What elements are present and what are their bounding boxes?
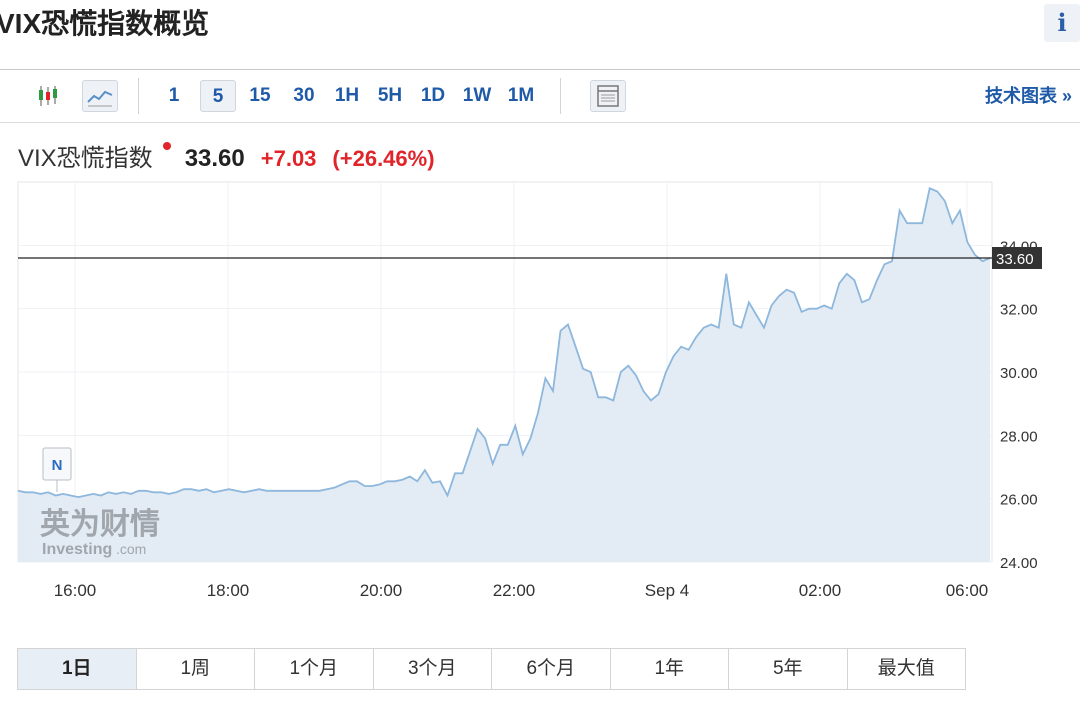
x-tick-label: Sep 4 — [645, 581, 689, 600]
timeframe-1w[interactable]: 1W — [462, 85, 492, 106]
timeframe-1d[interactable]: 1D — [420, 85, 446, 106]
range-max[interactable]: 最大值 — [846, 649, 966, 689]
timeframe-1m[interactable]: 1M — [507, 85, 535, 106]
last-price: 33.60 — [184, 145, 245, 172]
info-icon[interactable]: i — [1044, 4, 1080, 42]
line-chart-icon[interactable] — [82, 80, 118, 112]
y-tick-label: 32.00 — [1000, 302, 1038, 319]
range-3m[interactable]: 3个月 — [372, 649, 492, 689]
watermark-cn: 英为财情 — [40, 507, 160, 542]
candlestick-icon[interactable] — [30, 80, 66, 112]
price-change: +7.03 — [260, 146, 317, 171]
price-change-percent: (+26.46%) — [332, 146, 435, 171]
watermark-suffix: .com — [116, 541, 146, 557]
y-tick-label: 26.00 — [1000, 492, 1038, 509]
range-1d[interactable]: 1日 — [18, 649, 136, 689]
event-marker-icon — [42, 447, 72, 481]
y-tick-label: 30.00 — [1000, 365, 1038, 382]
timeframe-30[interactable]: 30 — [293, 85, 315, 106]
timeframe-5[interactable]: 5 — [200, 80, 236, 112]
live-indicator-icon — [162, 142, 171, 150]
x-tick-label: 02:00 — [799, 581, 842, 600]
range-1m[interactable]: 1个月 — [254, 649, 373, 689]
range-6m[interactable]: 6个月 — [491, 649, 610, 689]
y-tick-label: 28.00 — [1000, 428, 1038, 445]
timeframe-1h[interactable]: 1H — [334, 85, 360, 106]
timeframe-15[interactable]: 15 — [249, 85, 271, 106]
timeframe-1[interactable]: 1 — [168, 85, 180, 106]
range-selector: 1日 1周 1个月 3个月 6个月 1年 5年 最大值 — [17, 648, 966, 690]
instrument-name: VIX恐慌指数 — [18, 145, 153, 172]
series-line — [17, 187, 991, 499]
y-tick-label: 24.00 — [1000, 555, 1038, 572]
range-1y[interactable]: 1年 — [609, 649, 729, 689]
event-marker-label: N — [52, 457, 63, 474]
quote-header: VIX恐慌指数 33.60 +7.03 (+26.46%) — [18, 142, 451, 176]
timeframe-5h[interactable]: 5H — [377, 85, 403, 106]
toolbar-divider — [560, 78, 561, 114]
x-tick-label: 06:00 — [946, 581, 989, 600]
x-tick-label: 18:00 — [207, 581, 250, 600]
range-5y[interactable]: 5年 — [728, 649, 847, 689]
technical-chart-link[interactable]: 技术图表 » — [984, 86, 1072, 106]
series-area — [18, 188, 990, 563]
current-price-label: 33.60 — [996, 251, 1034, 268]
vix-price-chart[interactable]: 24.0026.0028.0030.0032.0034.0033.6016:00… — [0, 178, 1080, 608]
current-price-tag — [992, 247, 1042, 269]
x-tick-label: 22:00 — [493, 581, 536, 600]
toolbar-divider — [138, 78, 139, 114]
x-tick-label: 16:00 — [54, 581, 97, 600]
page-title: VIX恐慌指数概览 — [0, 8, 210, 39]
watermark-en: Investing — [42, 541, 112, 558]
table-view-icon[interactable] — [590, 80, 626, 112]
range-1w[interactable]: 1周 — [135, 649, 255, 689]
x-tick-label: 20:00 — [360, 581, 403, 600]
chart-toolbar: 1 5 15 30 1H 5H 1D 1W 1M 技术图表 » — [0, 69, 1080, 123]
